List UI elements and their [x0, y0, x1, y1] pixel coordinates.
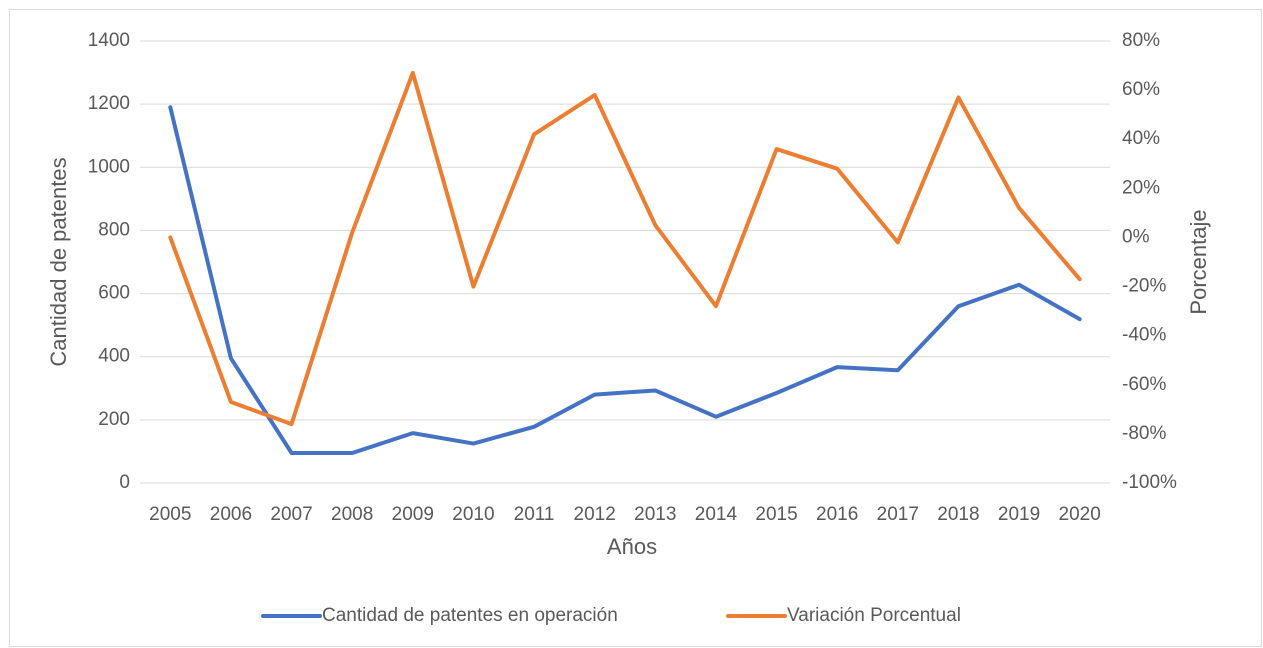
y-tick-label: 200 — [98, 409, 130, 430]
y-tick-label: 1000 — [88, 156, 130, 177]
series-line — [168, 70, 1082, 427]
x-tick-label: 2013 — [634, 504, 676, 525]
y2-axis-title: Porcentaje — [1186, 209, 1211, 314]
x-tick-label: 2012 — [574, 504, 616, 525]
x-tick-label: 2010 — [452, 504, 494, 525]
y-axis-title: Cantidad de patentes — [46, 157, 71, 366]
y-tick-label: 400 — [98, 346, 130, 367]
y2-tick-label: -40% — [1122, 325, 1166, 346]
series-line — [168, 105, 1082, 456]
y2-tick-label: -20% — [1122, 276, 1166, 297]
y-tick-label: 0 — [119, 472, 130, 493]
x-tick-label: 2016 — [816, 504, 858, 525]
y-tick-label: 600 — [98, 283, 130, 304]
x-tick-label: 2017 — [877, 504, 919, 525]
x-tick-label: 2018 — [937, 504, 979, 525]
legend-label: Variación Porcentual — [787, 605, 961, 626]
y2-tick-label: 60% — [1122, 79, 1160, 100]
y-tick-label: 1400 — [88, 30, 130, 51]
y-tick-label: 800 — [98, 219, 130, 240]
chart-border — [9, 9, 1262, 647]
x-tick-label: 2005 — [149, 504, 191, 525]
x-tick-label: 2011 — [514, 504, 555, 525]
x-tick-label: 2007 — [270, 504, 312, 525]
x-tick-label: 2009 — [392, 504, 434, 525]
y2-tick-label: 40% — [1122, 128, 1160, 149]
x-tick-label: 2019 — [998, 504, 1040, 525]
y2-tick-label: 80% — [1122, 30, 1160, 51]
y-tick-label: 1200 — [88, 93, 130, 114]
y2-tick-label: 20% — [1122, 177, 1160, 198]
legend-label: Cantidad de patentes en operación — [322, 605, 618, 626]
x-axis-title: Años — [607, 534, 657, 559]
y2-tick-label: -100% — [1122, 472, 1177, 493]
x-tick-label: 2020 — [1059, 504, 1101, 525]
x-tick-label: 2008 — [331, 504, 373, 525]
x-tick-label: 2014 — [695, 504, 738, 525]
y2-tick-label: 0% — [1122, 226, 1150, 247]
x-tick-label: 2015 — [755, 504, 797, 525]
y2-tick-label: -60% — [1122, 374, 1166, 395]
y2-tick-label: -80% — [1122, 423, 1166, 444]
x-tick-label: 2006 — [210, 504, 252, 525]
